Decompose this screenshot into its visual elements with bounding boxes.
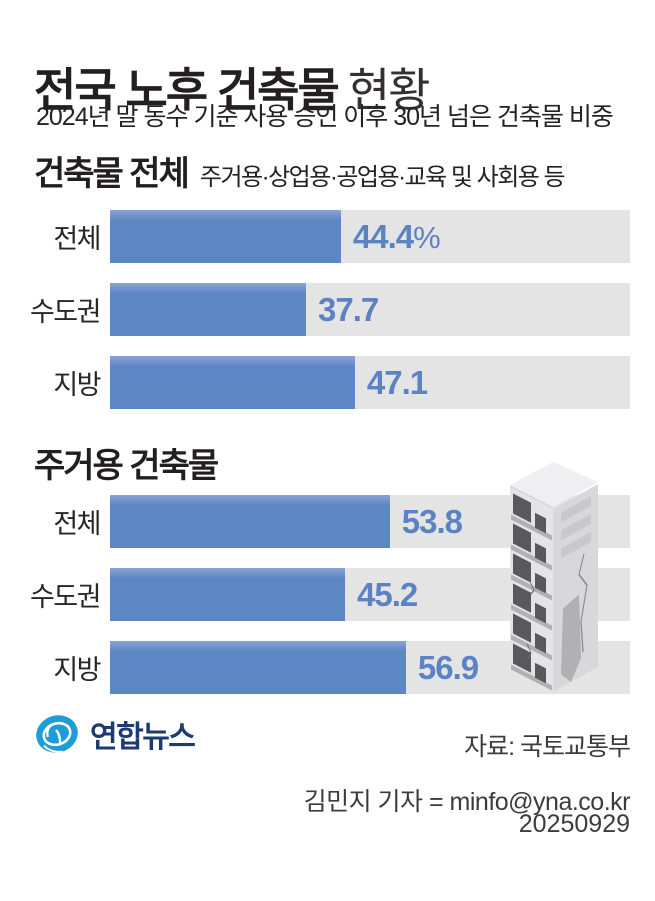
bar-fill <box>110 641 406 694</box>
page-title-strong: 전국 노후 건축물 <box>34 63 340 116</box>
page-subtitle: 2024년 말 동수 기준 사용 승인 이후 30년 넘은 건축물 비중 <box>36 103 614 131</box>
bar-value: 56.9 <box>417 648 479 686</box>
bar-track: 44.4% <box>110 210 630 263</box>
reporter-byline: 김민지 기자 = minfo@yna.co.kr <box>303 788 631 816</box>
bar-track: 47.1 <box>110 356 630 409</box>
bar-value: 37.7 <box>318 290 379 328</box>
bar-row: 지방 56.9 <box>0 641 630 694</box>
percent-suffix: % <box>413 219 441 255</box>
chart-all-buildings: 전체 44.4% 수도권 37.7 지방 47.1 <box>0 210 630 409</box>
bar-fill <box>110 356 355 409</box>
section-header-residential: 주거용 건축물 <box>34 438 219 487</box>
publication-date: 20250929 <box>518 810 630 838</box>
bar-fill <box>110 495 390 548</box>
bar-value-number: 44.4 <box>352 217 414 255</box>
bar-fill <box>110 210 341 263</box>
section-title: 주거용 건축물 <box>34 447 219 485</box>
bar-track: 37.7 <box>110 283 630 336</box>
bar-fill <box>110 568 346 621</box>
data-source: 자료: 국토교통부 <box>464 733 631 761</box>
bar-value: 44.4% <box>352 217 441 256</box>
bar-row: 전체 44.4% <box>0 210 630 263</box>
section-title: 건축물 전체 <box>34 155 190 193</box>
page-title-light: 현황 <box>347 63 431 116</box>
section-note: 주거용·상업용·공업용·교육 및 사회용 등 <box>199 164 566 191</box>
bar-label: 수도권 <box>29 297 102 327</box>
bar-label: 지방 <box>53 370 101 400</box>
page-title: 전국 노후 건축물 현황 <box>34 61 431 119</box>
bar-value: 47.1 <box>366 363 428 401</box>
bar-label: 수도권 <box>29 582 102 612</box>
bar-track: 56.9 <box>110 641 630 694</box>
bar-value: 45.2 <box>357 575 418 613</box>
bar-label: 지방 <box>53 655 101 685</box>
bar-fill <box>110 283 307 336</box>
section-header-all-buildings: 건축물 전체 주거용·상업용·공업용·교육 및 사회용 등 <box>34 146 566 195</box>
yonhap-logo: 연합뉴스 <box>32 710 196 758</box>
bar-label: 전체 <box>53 509 101 539</box>
bar-row: 수도권 37.7 <box>0 283 630 336</box>
old-building-illustration <box>510 462 598 692</box>
yonhap-globe-icon <box>36 715 78 753</box>
bar-row: 지방 47.1 <box>0 356 630 409</box>
bar-value: 53.8 <box>401 502 463 540</box>
bar-label: 전체 <box>53 224 101 254</box>
yonhap-logo-text: 연합뉴스 <box>90 721 196 754</box>
